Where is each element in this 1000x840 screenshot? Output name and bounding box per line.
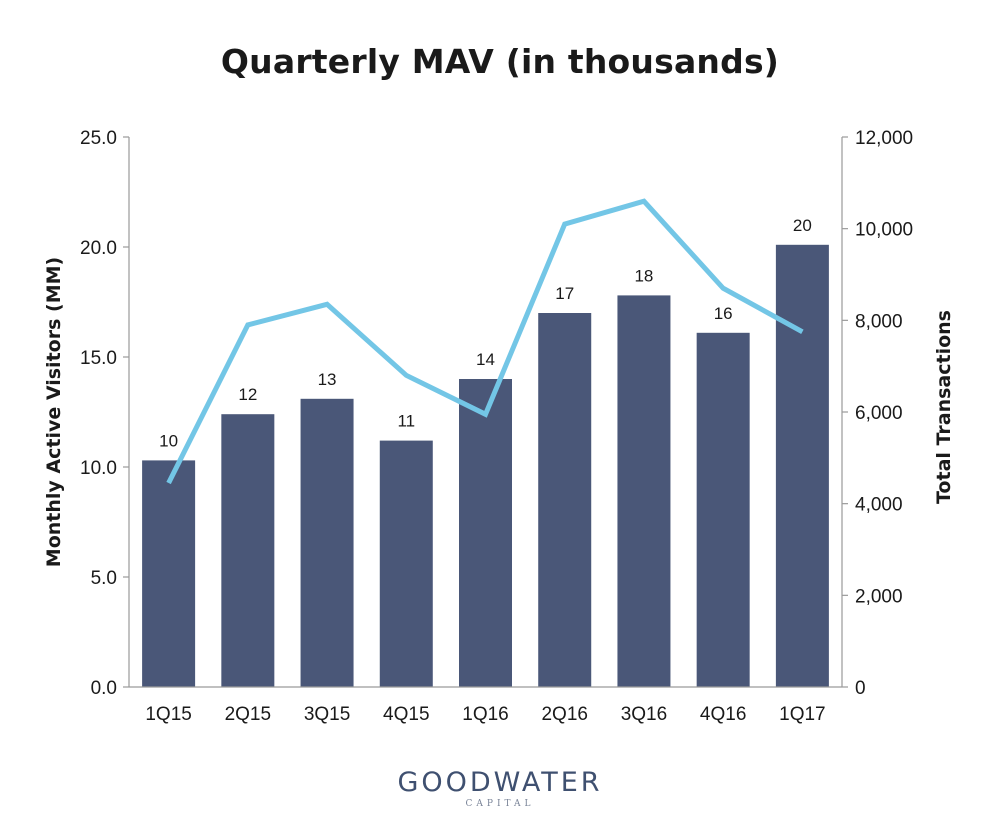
bar-1Q15 — [142, 460, 196, 687]
goodwater-logo: GOODWATER CAPITAL — [0, 768, 1000, 810]
y-tick-25.0: 25.0 — [80, 128, 117, 149]
bar-1Q16 — [459, 379, 512, 687]
chart-plot: 10 1Q15 12 2Q15 13 3Q15 11 4Q15 14 1Q16 17 2Q16 18 3Q… — [43, 128, 955, 725]
data-label-2Q16: 17 — [555, 284, 574, 303]
bar-1Q17 — [775, 244, 829, 688]
y2-tick-12,000: 12,000 — [855, 128, 913, 149]
y-tick-10.0: 10.0 — [80, 458, 117, 479]
data-label-3Q15: 13 — [318, 370, 337, 389]
x-tick-3Q16: 3Q16 — [621, 704, 667, 725]
x-tick-1Q16: 1Q16 — [462, 704, 508, 725]
data-label-4Q15: 11 — [397, 412, 415, 431]
y2-tick-8,000: 8,000 — [855, 311, 903, 332]
bar-3Q16 — [617, 295, 671, 687]
bar-2Q15 — [221, 414, 275, 687]
bars-layer — [142, 244, 829, 688]
x-tick-3Q15: 3Q15 — [304, 704, 350, 725]
y2-tick-4,000: 4,000 — [855, 495, 903, 516]
x-tick-4Q15: 4Q15 — [383, 704, 429, 725]
data-label-1Q15: 10 — [159, 431, 178, 450]
y-tick-5.0: 5.0 — [91, 568, 117, 589]
data-label-4Q16: 16 — [714, 304, 733, 323]
y-tick-0.0: 0.0 — [91, 678, 117, 699]
y2-tick-0: 0 — [855, 678, 866, 699]
x-tick-1Q17: 1Q17 — [779, 704, 825, 725]
axes-layer — [123, 136, 848, 688]
y-tick-20.0: 20.0 — [80, 238, 117, 259]
transactions-line — [166, 198, 804, 485]
y-axis-title: Monthly Active Visitors (MM) — [43, 257, 65, 567]
y2-axis-title: Total Transactions — [933, 310, 955, 504]
data-label-1Q17: 20 — [793, 216, 812, 235]
line-layer — [166, 198, 804, 485]
x-tick-4Q16: 4Q16 — [700, 704, 746, 725]
logo-wordmark: GOODWATER — [397, 767, 603, 798]
x-tick-2Q16: 2Q16 — [541, 704, 587, 725]
bar-4Q16 — [696, 332, 750, 687]
x-tick-1Q15: 1Q15 — [145, 704, 191, 725]
data-label-3Q16: 18 — [634, 266, 653, 285]
bar-4Q15 — [379, 440, 433, 687]
y2-tick-10,000: 10,000 — [855, 220, 913, 241]
chart-title: Quarterly MAV (in thousands) — [220, 42, 780, 81]
data-label-1Q16: 14 — [476, 350, 495, 369]
y-tick-15.0: 15.0 — [80, 348, 117, 369]
bar-3Q15 — [300, 398, 354, 687]
y2-tick-6,000: 6,000 — [855, 403, 903, 424]
labels-layer: 10 1Q15 12 2Q15 13 3Q15 11 4Q15 14 1Q16 17 2Q16 18 3Q… — [43, 128, 955, 725]
x-tick-2Q15: 2Q15 — [225, 704, 271, 725]
y2-tick-2,000: 2,000 — [855, 586, 903, 607]
bar-2Q16 — [538, 313, 592, 687]
logo-subtitle: CAPITAL — [465, 799, 535, 809]
data-label-2Q15: 12 — [238, 385, 257, 404]
